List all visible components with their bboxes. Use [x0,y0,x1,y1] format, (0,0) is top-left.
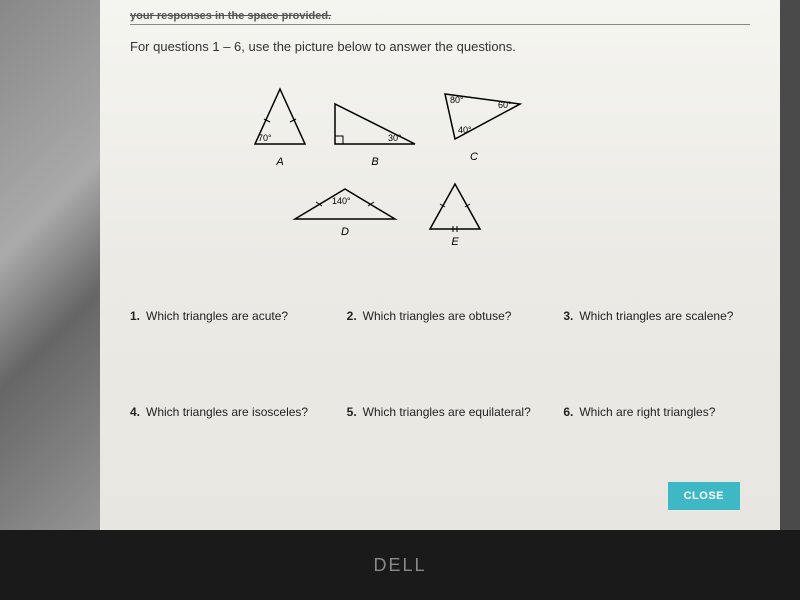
cutoff-header: your responses in the space provided. [130,10,750,22]
q-text: Which triangles are isosceles? [146,405,308,421]
background-photo [0,0,100,550]
q-number: 1. [130,309,140,325]
question-1: 1. Which triangles are acute? [130,309,317,325]
worksheet-page: your responses in the space provided. Fo… [100,0,780,530]
question-4: 4. Which triangles are isosceles? [130,405,317,421]
angle-60: 60° [498,100,512,110]
q-text: Which triangles are acute? [146,309,288,325]
triangle-b: 30° B [330,99,420,168]
triangle-label: B [330,156,420,168]
divider [130,24,750,25]
laptop-bezel: DELL [0,530,800,600]
dell-logo: DELL [373,555,426,576]
triangle-label: C [470,151,530,163]
q-text: Which triangles are equilateral? [363,405,531,421]
triangles-diagram: 70° A 30° B 80° 60° 40° C [130,79,750,279]
q-number: 6. [563,405,573,421]
question-3: 3. Which triangles are scalene? [563,309,750,325]
question-2: 2. Which triangles are obtuse? [347,309,534,325]
q-text: Which triangles are scalene? [579,309,733,325]
instruction-text: For questions 1 – 6, use the picture bel… [130,39,750,54]
angle-80: 80° [450,95,464,105]
q-text: Which are right triangles? [579,405,715,421]
close-button[interactable]: CLOSE [668,482,740,510]
q-number: 3. [563,309,573,325]
triangle-d: 140° D [290,184,400,238]
q-text: Which triangles are obtuse? [363,309,512,325]
angle-label: 70° [258,133,272,143]
questions-grid: 1. Which triangles are acute? 2. Which t… [130,309,750,420]
triangle-label: A [250,156,310,168]
triangle-e: E [425,179,485,248]
triangle-a: 70° A [250,84,310,168]
q-number: 5. [347,405,357,421]
triangle-c: 80° 60° 40° C [440,89,530,163]
triangle-label: D [290,226,400,238]
angle-40: 40° [458,125,472,135]
question-5: 5. Which triangles are equilateral? [347,405,534,421]
angle-label: 140° [332,196,351,206]
q-number: 2. [347,309,357,325]
q-number: 4. [130,405,140,421]
triangle-label: E [425,236,485,248]
angle-label: 30° [388,133,402,143]
question-6: 6. Which are right triangles? [563,405,750,421]
